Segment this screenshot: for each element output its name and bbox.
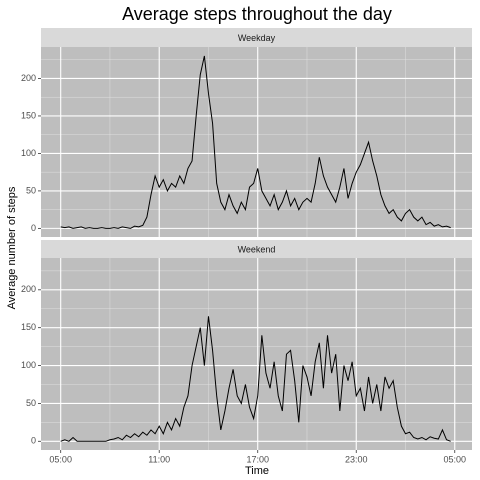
y-tick-label: 200 (21, 284, 36, 294)
x-tick-label: 05:00 (49, 454, 72, 464)
facet-label: Weekday (238, 33, 276, 43)
facet-strip (41, 240, 472, 258)
y-tick-label: 100 (21, 148, 36, 158)
series-line (60, 316, 451, 442)
y-tick-label: 150 (21, 110, 36, 120)
y-tick-label: 0 (31, 436, 36, 446)
y-tick-label: 50 (26, 398, 36, 408)
facet-label: Weekend (238, 244, 276, 254)
facet-strip (41, 28, 472, 47)
y-tick-label: 0 (31, 223, 36, 233)
chart-title: Average steps throughout the day (122, 4, 392, 24)
y-tick-label: 100 (21, 360, 36, 370)
x-tick-label: 11:00 (148, 454, 170, 464)
panel (41, 258, 472, 450)
y-tick-label: 150 (21, 322, 36, 332)
y-tick-label: 200 (21, 73, 36, 83)
y-tick-label: 50 (26, 185, 36, 195)
x-axis-label: Time (245, 465, 269, 477)
series-line (60, 55, 451, 229)
x-tick-label: 17:00 (246, 454, 269, 464)
x-tick-label: 05:00 (443, 454, 466, 464)
y-axis-label: Average number of steps (6, 186, 18, 309)
panel (41, 47, 472, 237)
x-tick-label: 23:00 (345, 454, 368, 464)
